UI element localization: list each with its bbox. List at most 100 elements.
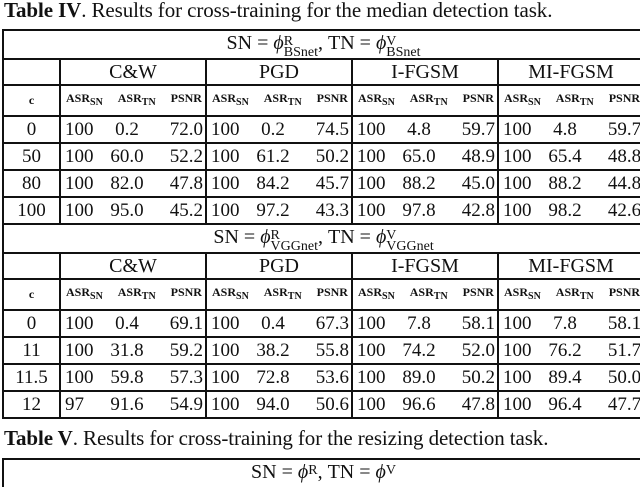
asr-sn-value: 100 [211, 367, 240, 388]
psnr-value: 45.2 [169, 200, 203, 221]
c-value: 80 [2, 169, 61, 198]
psnr-value: 44.8 [607, 173, 640, 194]
psnr-value: 48.8 [607, 146, 640, 167]
c-header: c [2, 84, 61, 117]
metric-header-row: c ASRSN ASRTN PSNR ASRSN ASRTN PSNR ASRSN ASRTN P… [2, 84, 640, 117]
attack-header: MI-FGSM [496, 252, 640, 280]
psnr-header: PSNR [170, 285, 202, 299]
tn-sub: BSnet [386, 45, 421, 59]
asr-sn-value: 100 [65, 340, 94, 361]
asr-tn-value: 82.0 [110, 173, 144, 194]
network-header-row: SN = ϕ R BSnet, TN = ϕ V BSnet [1, 29, 640, 60]
asr-tn-value: 88.2 [402, 173, 436, 194]
c-value: 50 [2, 142, 61, 171]
asr-sn-value: 100 [503, 340, 532, 361]
metric-header-group: ASRSN ASRTN PSNR [496, 84, 640, 117]
sn-label: SN = [251, 461, 298, 483]
asr-sn-value: 100 [503, 146, 532, 167]
psnr-value: 55.8 [315, 340, 349, 361]
phi-symbol: ϕ [273, 32, 284, 54]
psnr-value: 53.6 [315, 367, 349, 388]
asr-sn-value: 100 [211, 340, 240, 361]
asr-sn-header: ASRSN [212, 91, 249, 108]
empty-corner-cell [2, 58, 61, 86]
table-iv-caption-text: . Results for cross-training for the med… [81, 0, 553, 22]
asr-tn-value: 96.4 [548, 394, 582, 415]
table-row: 0 100 0.4 69.1 100 0.4 67.3 100 7.8 58.1 100 7.8 58.… [2, 309, 640, 338]
mifgsm-results: 100 7.8 58.1 [496, 309, 640, 338]
asr-sn-header: ASRSN [504, 91, 541, 108]
asr-tn-value: 38.2 [256, 340, 290, 361]
sn-sup: R [308, 463, 318, 478]
metric-header-group: ASRSN ASRTN PSNR [496, 278, 640, 311]
psnr-value: 48.9 [461, 146, 495, 167]
ifgsm-results: 100 65.0 48.9 [351, 142, 499, 171]
sn-label: SN = [213, 226, 261, 248]
ifgsm-results: 100 7.8 58.1 [351, 309, 499, 338]
pgd-results: 100 38.2 55.8 [205, 336, 353, 365]
asr-tn-value: 0.4 [115, 313, 139, 334]
asr-sn-value: 100 [211, 119, 240, 140]
psnr-value: 45.7 [315, 173, 349, 194]
phi-symbol: ϕ [375, 226, 387, 248]
table-row: 80 100 82.0 47.8 100 84.2 45.7 100 88.2 45.0 100 88… [2, 169, 640, 198]
asr-tn-value: 0.4 [261, 313, 285, 334]
psnr-value: 50.2 [315, 146, 349, 167]
psnr-value: 45.0 [461, 173, 495, 194]
empty-corner-cell [2, 252, 61, 280]
sn-label: SN = [226, 32, 274, 54]
asr-tn-header: ASRTN [555, 91, 594, 108]
asr-tn-value: 91.6 [110, 394, 144, 415]
asr-sn-value: 100 [503, 200, 532, 221]
cw-results: 100 0.2 72.0 [59, 115, 207, 144]
table-iv-label: Table IV [4, 0, 82, 22]
psnr-value: 72.0 [169, 119, 203, 140]
mifgsm-results: 100 4.8 59.7 [496, 115, 640, 144]
phi-symbol: ϕ [375, 32, 387, 54]
metric-header-group: ASRSN ASRTN PSNR [205, 84, 353, 117]
psnr-value: 59.2 [169, 340, 203, 361]
table-iv: SN = ϕ R BSnet, TN = ϕ V BSnet C&W PGD I-FGSM MI… [1, 29, 640, 419]
pgd-results: 100 61.2 50.2 [205, 142, 353, 171]
cw-results: 100 95.0 45.2 [59, 196, 207, 225]
psnr-value: 42.6 [607, 200, 640, 221]
asr-sn-value: 100 [357, 146, 386, 167]
asr-sn-value: 100 [357, 119, 386, 140]
asr-tn-value: 4.8 [407, 119, 431, 140]
asr-sn-value: 100 [357, 394, 386, 415]
ifgsm-results: 100 74.2 52.0 [351, 336, 499, 365]
cw-results: 100 59.8 57.3 [59, 363, 207, 392]
asr-sn-header: ASRSN [212, 285, 249, 302]
network-header-row: SN = ϕ R VGGnet, TN = ϕ V VGGnet [1, 223, 640, 254]
asr-tn-header: ASRTN [117, 285, 156, 302]
asr-tn-value: 89.0 [402, 367, 436, 388]
asr-sn-header: ASRSN [358, 91, 395, 108]
asr-sn-value: 100 [503, 119, 532, 140]
asr-sn-value: 100 [357, 200, 386, 221]
table-iv-caption: Table IV. Results for cross-training for… [4, 0, 552, 23]
asr-tn-value: 97.8 [402, 200, 436, 221]
asr-tn-value: 31.8 [110, 340, 144, 361]
attack-header-row: C&W PGD I-FGSM MI-FGSM [2, 58, 640, 86]
asr-tn-value: 76.2 [548, 340, 582, 361]
asr-sn-value: 100 [503, 367, 532, 388]
asr-tn-header: ASRTN [409, 285, 448, 302]
asr-tn-value: 95.0 [110, 200, 144, 221]
table-v-caption: Table V. Results for cross-training for … [4, 426, 548, 451]
psnr-header: PSNR [462, 91, 494, 105]
c-value: 12 [2, 390, 61, 419]
psnr-value: 47.8 [169, 173, 203, 194]
c-value: 100 [2, 196, 61, 225]
asr-sn-value: 100 [211, 313, 240, 334]
psnr-header: PSNR [608, 285, 640, 299]
asr-sn-header: ASRSN [358, 285, 395, 302]
asr-sn-value: 100 [65, 367, 94, 388]
phi-symbol: ϕ [260, 226, 271, 248]
tn-label: , TN = [317, 32, 376, 54]
asr-sn-value: 100 [211, 394, 240, 415]
asr-sn-value: 100 [65, 173, 94, 194]
psnr-value: 52.2 [169, 146, 203, 167]
psnr-value: 74.5 [315, 119, 349, 140]
asr-tn-value: 89.4 [548, 367, 582, 388]
